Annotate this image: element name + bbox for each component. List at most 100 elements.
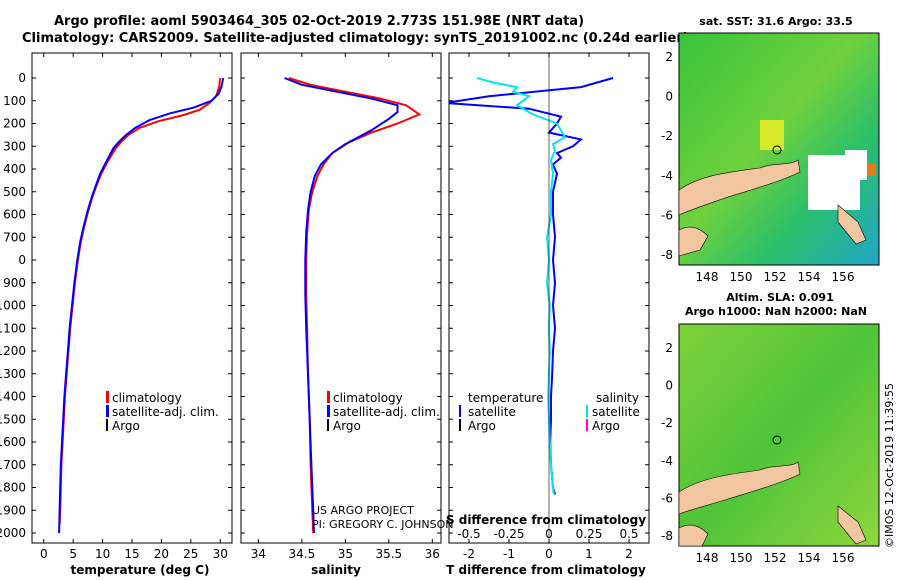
- s-difference-axis-label: S difference from climatology: [446, 513, 646, 527]
- legend-satellite-label: satellite-adj. clim.: [112, 405, 219, 419]
- series-line-temperature-satellite: [449, 77, 614, 495]
- lon-tick-label: 152: [764, 270, 787, 284]
- x-tick-label: -1: [503, 547, 515, 561]
- depth-tick-label: 1200: [0, 344, 26, 358]
- legend-satellite-label: satellite-adj. clim.: [333, 405, 440, 419]
- x-tick-label: 34.5: [289, 547, 316, 561]
- s-tick-label: -0.5: [457, 527, 480, 541]
- sst-map: [678, 32, 880, 266]
- lat-tick-label: -2: [661, 416, 673, 430]
- land-new-guinea: [678, 524, 709, 547]
- temperature-x-ticks: 0 5 10 15 20 25 30: [40, 53, 228, 561]
- depth-axis: 0 100 200 300 400 500 600 700 0 900 1000 1100 1200 13…: [0, 71, 26, 540]
- x-tick-label: 0: [545, 547, 553, 561]
- lat-tick-label: -6: [661, 208, 673, 222]
- sst-map-title: sat. SST: 31.6 Argo: 33.5: [699, 15, 852, 28]
- argo-float-marker: [772, 435, 782, 445]
- series-line-satellite-adj-clim-: [58, 77, 225, 534]
- x-tick-label: 25: [183, 547, 198, 561]
- temperature-axis-label: temperature (deg C): [71, 563, 210, 577]
- x-tick-label: 15: [124, 547, 139, 561]
- depth-tick-label: 100: [3, 94, 26, 108]
- x-tick-label: 1: [585, 547, 593, 561]
- legend-argo-label: Argo: [333, 419, 361, 433]
- depth-tick-label: 0: [18, 253, 26, 267]
- depth-tick-label: 200: [3, 117, 26, 131]
- x-tick-label: 20: [154, 547, 169, 561]
- sla-map-field: [678, 323, 880, 547]
- sla-map-title2: Argo h1000: NaN h2000: NaN: [685, 305, 867, 318]
- legend-t-argo-label: Argo: [468, 419, 496, 433]
- figure-title-line2: Climatology: CARS2009. Satellite-adjuste…: [22, 31, 689, 46]
- depth-tick-label: 1900: [0, 503, 26, 517]
- land-bougainville: [837, 505, 867, 545]
- lat-tick-label: 0: [665, 379, 673, 393]
- land-new-britain: [678, 461, 801, 515]
- legend-salinity-header: salinity: [596, 391, 639, 405]
- figure-title-line1: Argo profile: aoml 5903464_305 02-Oct-20…: [54, 14, 584, 29]
- lon-tick-label: 154: [798, 270, 821, 284]
- legend-swatch-satellite: [106, 405, 109, 417]
- x-tick-label: 30: [213, 547, 228, 561]
- salinity-legend: climatology satellite-adj. clim. Argo: [327, 391, 440, 433]
- x-tick-label: 0: [40, 547, 48, 561]
- temperature-panel: [31, 52, 233, 544]
- depth-tick-label: 1500: [0, 412, 26, 426]
- depth-tick-label: 0: [18, 71, 26, 85]
- legend-swatch-s-argo: [586, 419, 588, 431]
- x-tick-label: -2: [463, 547, 475, 561]
- panel-tick-marks: [32, 77, 649, 534]
- lat-tick-label: -8: [661, 529, 673, 543]
- legend-swatch-t-satellite: [459, 405, 461, 417]
- salinity-panel: [240, 52, 442, 544]
- lon-tick-label: 150: [730, 270, 753, 284]
- difference-x-ticks: -2 -1 0 1 2: [463, 53, 633, 561]
- legend-t-satellite-label: satellite: [468, 405, 516, 419]
- x-tick-label: 36: [425, 547, 440, 561]
- legend-s-argo-label: Argo: [592, 419, 620, 433]
- s-tick-label: 0.5: [619, 527, 638, 541]
- lon-tick-label: 156: [832, 551, 855, 565]
- lon-tick-label: 148: [696, 551, 719, 565]
- lat-tick-label: 2: [665, 341, 673, 355]
- depth-tick-label: 400: [3, 162, 26, 176]
- depth-tick-label: 2000: [0, 526, 26, 540]
- depth-tick-label: 700: [3, 230, 26, 244]
- argo-float-marker: [772, 145, 782, 155]
- legend-swatch-s-satellite: [586, 405, 588, 417]
- legend-climatology-label: climatology: [333, 391, 403, 405]
- salinity-series: [284, 77, 422, 534]
- lat-tick-label: -2: [661, 129, 673, 143]
- depth-tick-label: 1000: [0, 299, 26, 313]
- lon-tick-label: 148: [696, 270, 719, 284]
- series-line-salinity-satellite: [476, 77, 567, 495]
- depth-tick-label: 1100: [0, 321, 26, 335]
- legend-swatch-climatology: [327, 391, 330, 403]
- depth-tick-label: 300: [3, 139, 26, 153]
- sst-warm-patch: [760, 120, 784, 150]
- salinity-difference-ticks: -0.5 -0.25 0 0.25 0.5: [457, 527, 638, 541]
- land-bougainville: [837, 204, 867, 245]
- depth-tick-label: 1800: [0, 481, 26, 495]
- x-tick-label: 34: [251, 547, 266, 561]
- credit-line1: US ARGO PROJECT: [312, 504, 414, 517]
- x-tick-label: 2: [625, 547, 633, 561]
- sst-map-axis: 2 0 -2 -4 -6 -8 148 150 152 154 156: [661, 50, 854, 284]
- x-tick-label: 35.5: [375, 547, 402, 561]
- land-new-britain: [678, 159, 801, 216]
- lat-tick-label: -4: [661, 454, 673, 468]
- credit-line2: PI: GREGORY C. JOHNSON: [312, 518, 453, 531]
- sla-map: [678, 323, 880, 547]
- series-line-satellite-adj-clim-: [284, 77, 399, 534]
- lat-tick-label: 0: [665, 90, 673, 104]
- salinity-axis-label: salinity: [311, 563, 361, 577]
- legend-temperature-header: temperature: [468, 391, 543, 405]
- land-new-guinea: [678, 226, 709, 257]
- difference-legend: temperature satellite Argo salinity sate…: [459, 391, 640, 433]
- temperature-legend: climatology satellite-adj. clim. Argo: [106, 391, 219, 433]
- depth-tick-label: 900: [3, 276, 26, 290]
- s-tick-label: -0.25: [493, 527, 524, 541]
- legend-argo-label: Argo: [112, 419, 140, 433]
- s-tick-label: 0.25: [576, 527, 603, 541]
